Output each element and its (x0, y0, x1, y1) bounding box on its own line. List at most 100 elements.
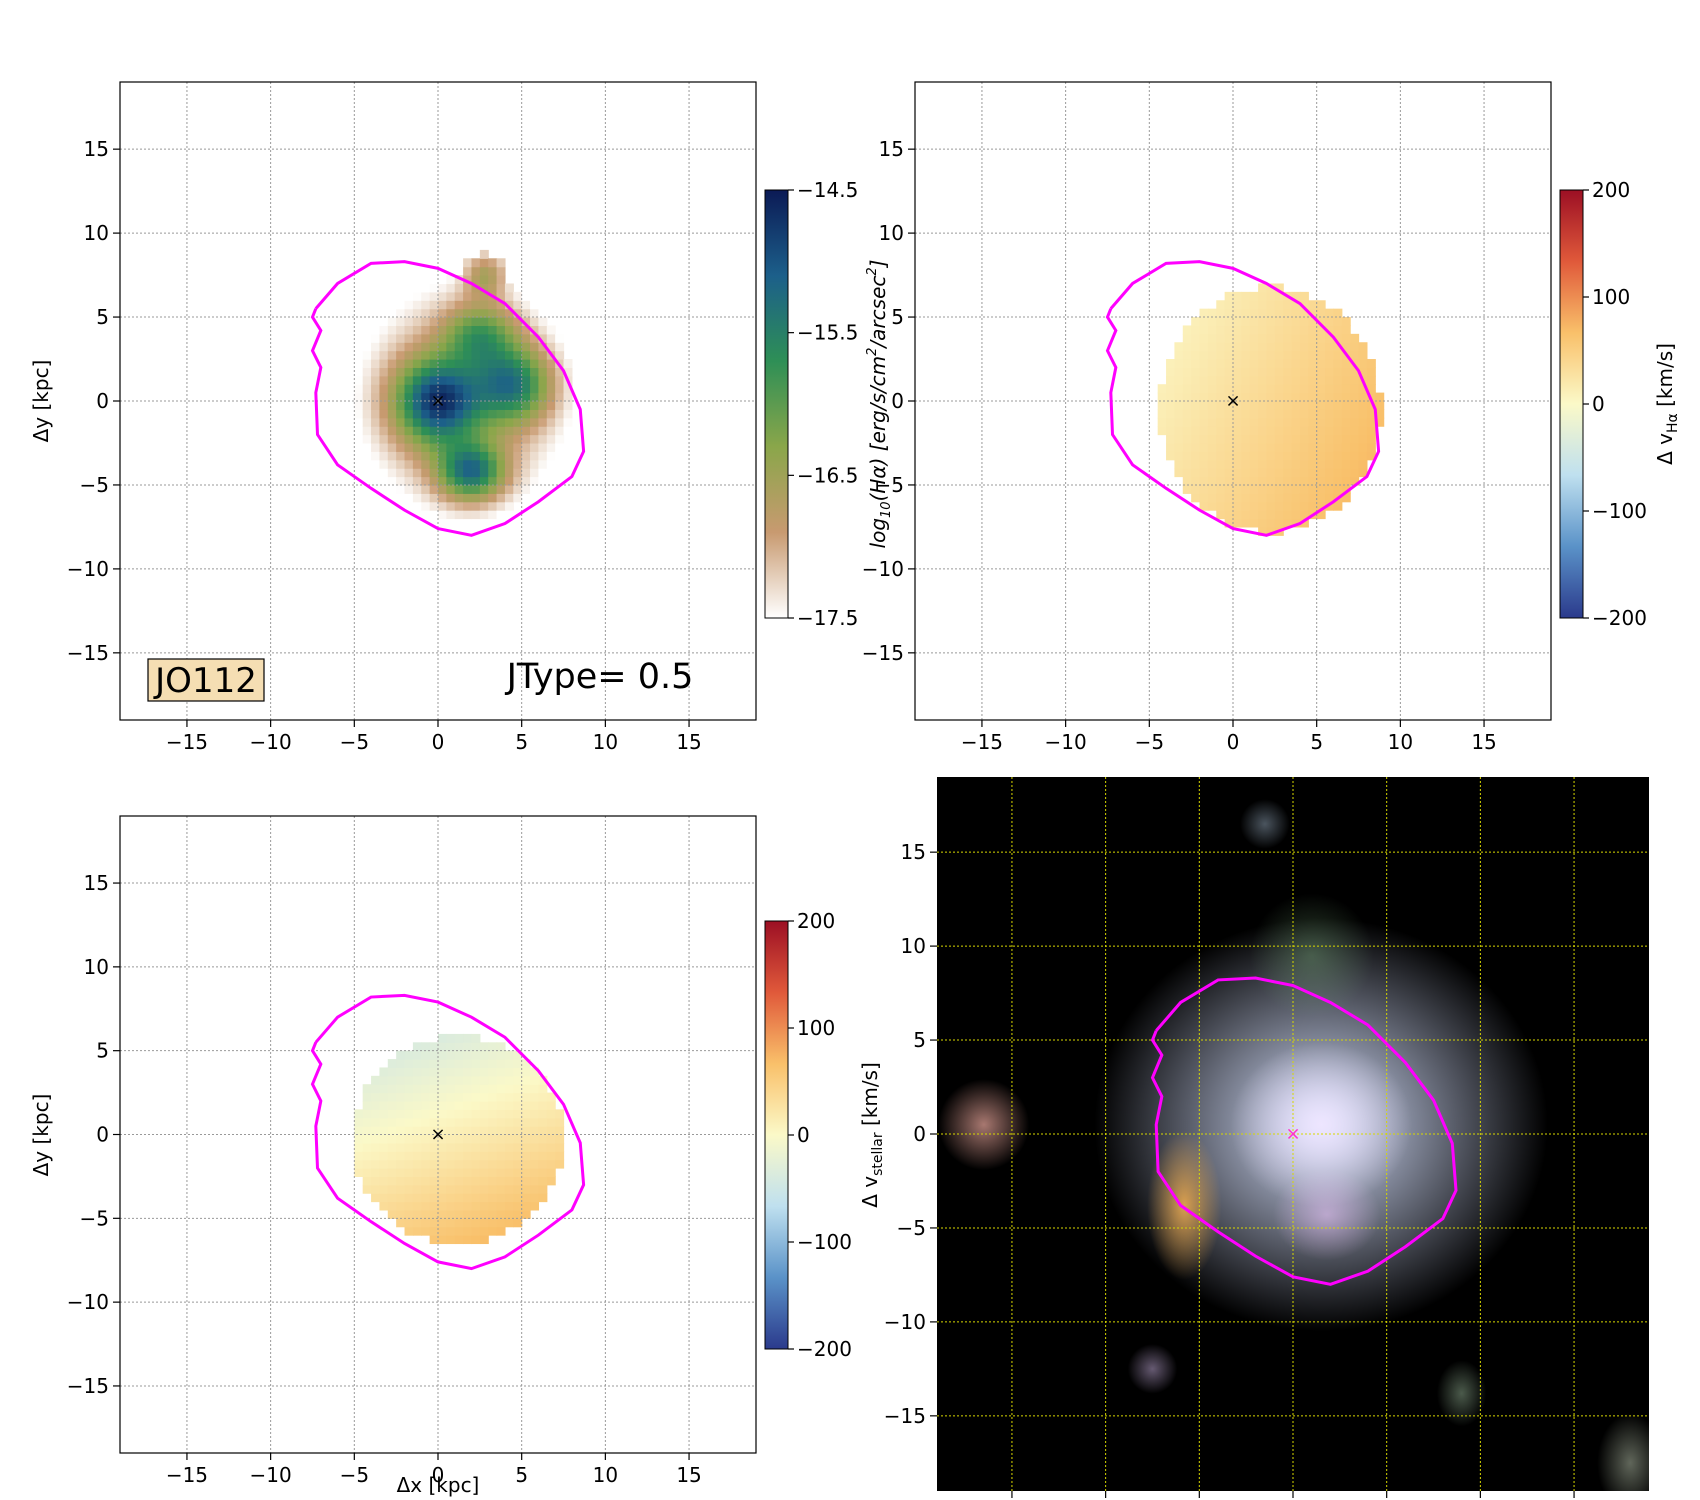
flux-pixel (446, 459, 456, 469)
velocity-pixel (1325, 434, 1335, 444)
velocity-pixel (513, 1193, 523, 1203)
velocity-pixel (488, 1067, 498, 1077)
flux-pixel (488, 442, 498, 452)
velocity-pixel (1341, 426, 1351, 436)
velocity-pixel (362, 1151, 372, 1161)
velocity-pixel (1325, 333, 1335, 343)
flux-pixel (463, 300, 473, 310)
flux-pixel (429, 291, 439, 301)
x-tick-label: 10 (1388, 730, 1413, 754)
flux-pixel (488, 333, 498, 343)
flux-pixel (530, 434, 540, 444)
velocity-pixel (396, 1201, 406, 1211)
flux-pixel (396, 401, 406, 410)
velocity-pixel (1191, 317, 1201, 327)
flux-pixel (530, 342, 540, 352)
flux-pixel (513, 417, 523, 427)
velocity-pixel (513, 1084, 523, 1094)
velocity-pixel (504, 1176, 514, 1186)
velocity-pixel (1216, 476, 1226, 486)
velocity-pixel (1233, 451, 1242, 461)
flux-pixel (438, 426, 447, 436)
velocity-pixel (496, 1109, 506, 1119)
velocity-pixel (379, 1117, 389, 1127)
velocity-pixel (362, 1084, 372, 1094)
velocity-pixel (421, 1184, 431, 1194)
flux-pixel (454, 300, 464, 310)
velocity-pixel (530, 1117, 540, 1127)
velocity-pixel (1266, 459, 1276, 469)
velocity-pixel (479, 1226, 489, 1236)
velocity-pixel (1283, 375, 1293, 385)
velocity-pixel (1350, 426, 1360, 436)
flux-pixel (412, 468, 422, 478)
flux-pixel (387, 375, 397, 385)
flux-pixel (471, 442, 481, 452)
velocity-pixel (513, 1117, 523, 1127)
velocity-pixel (1216, 484, 1226, 494)
velocity-pixel (1241, 392, 1251, 402)
velocity-pixel (1174, 417, 1184, 427)
velocity-pixel (1358, 392, 1368, 402)
velocity-pixel (1333, 484, 1343, 494)
velocity-pixel (1166, 384, 1176, 394)
velocity-pixel (488, 1059, 498, 1069)
velocity-pixel (1249, 308, 1259, 318)
velocity-pixel (404, 1226, 414, 1236)
velocity-pixel (421, 1059, 431, 1069)
velocity-pixel (463, 1117, 473, 1127)
grid (915, 82, 1551, 720)
velocity-pixel (421, 1209, 431, 1219)
jtype-label: JType= 0.5 (505, 657, 694, 697)
velocity-pixel (429, 1209, 439, 1219)
flux-pixel (479, 283, 489, 293)
velocity-pixel (429, 1117, 439, 1127)
velocity-pixel (1241, 350, 1251, 360)
velocity-pixel (396, 1176, 406, 1186)
flux-pixel (496, 501, 506, 511)
flux-pixel (412, 350, 422, 360)
flux-pixel (387, 384, 397, 394)
colorbar-gradient (764, 920, 789, 1350)
velocity-pixel (446, 1176, 456, 1186)
velocity-pixel (1358, 468, 1368, 478)
velocity-pixel (421, 1050, 431, 1060)
velocity-pixel (471, 1092, 481, 1102)
flux-pixel (479, 300, 489, 310)
velocity-pixel (1308, 442, 1318, 452)
flux-pixel (471, 333, 481, 343)
flux-pixel (379, 468, 389, 478)
velocity-pixel (488, 1084, 498, 1094)
flux-pixel (521, 384, 531, 394)
velocity-pixel (530, 1184, 540, 1194)
flux-pixel (387, 476, 397, 486)
velocity-pixel (471, 1201, 481, 1211)
velocity-pixel (1308, 325, 1318, 335)
flux-pixel (530, 468, 540, 478)
velocity-pixel (1325, 501, 1335, 511)
velocity-pixel (471, 1100, 481, 1110)
flux-pixel (371, 350, 381, 360)
velocity-pixel (1333, 417, 1343, 427)
flux-pixel (421, 359, 431, 368)
velocity-pixel (429, 1067, 439, 1077)
velocity-pixel (421, 1151, 431, 1161)
light-source (1127, 1344, 1178, 1394)
velocity-pixel (546, 1142, 556, 1152)
velocity-pixel (1283, 451, 1293, 461)
x-tick-label: 5 (515, 1463, 528, 1487)
flux-pixel (463, 442, 473, 452)
velocity-pixel (1274, 342, 1284, 352)
velocity-pixel (463, 1050, 473, 1060)
velocity-pixel (1299, 417, 1309, 427)
velocity-pixel (488, 1209, 498, 1219)
flux-pixel (387, 392, 397, 402)
velocity-pixel (429, 1126, 439, 1136)
flux-pixel (404, 308, 414, 318)
velocity-pixel (1283, 426, 1293, 436)
velocity-pixel (1350, 459, 1360, 469)
velocity-pixel (1274, 426, 1284, 436)
velocity-pixel (1341, 451, 1351, 461)
